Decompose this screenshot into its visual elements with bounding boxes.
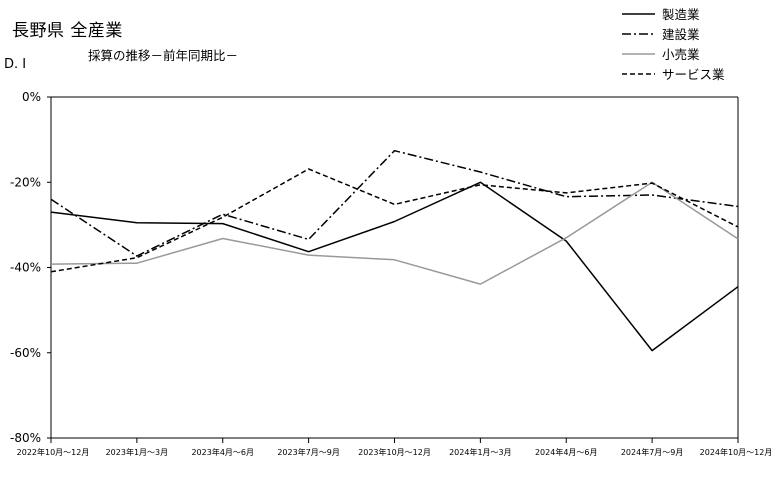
y-tick-label: 0% <box>22 90 41 104</box>
x-tick-label: 2024年1月～3月 <box>449 447 512 457</box>
x-tick-labels: 2022年10月～12月 2023年1月～3月 2023年4月～6月 2023年7月～… <box>17 447 773 457</box>
series-line-小売業 <box>50 181 739 285</box>
legend-label: サービス業 <box>662 67 725 82</box>
x-tick-label: 2023年4月～6月 <box>191 447 254 457</box>
legend-label: 製造業 <box>662 7 700 22</box>
series-line-サービス業 <box>50 168 739 273</box>
x-tick-label: 2024年7月～9月 <box>621 447 684 457</box>
y-axis-label: D. I <box>4 57 27 72</box>
axes <box>47 96 739 443</box>
y-tick-label: -80% <box>10 431 41 445</box>
y-tick-label: -20% <box>10 175 41 189</box>
legend-label: 小売業 <box>662 47 700 62</box>
series-line-建設業 <box>50 149 739 257</box>
x-tick-label: 2023年10月～12月 <box>358 447 431 457</box>
x-tick-label: 2022年10月～12月 <box>17 447 90 457</box>
chart-title: 長野県 全産業 <box>12 21 123 41</box>
x-tick-label: 2023年7月～9月 <box>277 447 340 457</box>
legend-label: 建設業 <box>662 27 700 42</box>
chart-subtitle: 採算の推移－前年同期比－ <box>88 48 239 63</box>
series-lines <box>50 149 739 352</box>
y-tick-label: -60% <box>10 346 41 360</box>
y-tick-label: -40% <box>10 261 41 275</box>
y-tick-labels: 0% -20% -40% -60% -80% <box>10 90 41 445</box>
x-tick-label: 2024年10月～12月 <box>700 447 773 457</box>
x-tick-label: 2024年4月～6月 <box>535 447 598 457</box>
series-line-製造業 <box>50 181 739 352</box>
x-tick-label: 2023年1月～3月 <box>106 447 169 457</box>
